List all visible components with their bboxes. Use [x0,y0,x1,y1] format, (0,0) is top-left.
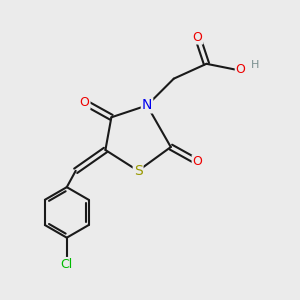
Text: N: N [142,98,152,112]
Text: H: H [251,60,260,70]
Text: O: O [80,96,89,109]
Text: Cl: Cl [61,258,73,271]
Text: O: O [236,63,246,76]
Text: O: O [193,31,202,44]
Text: O: O [193,155,202,168]
Text: S: S [134,164,142,178]
